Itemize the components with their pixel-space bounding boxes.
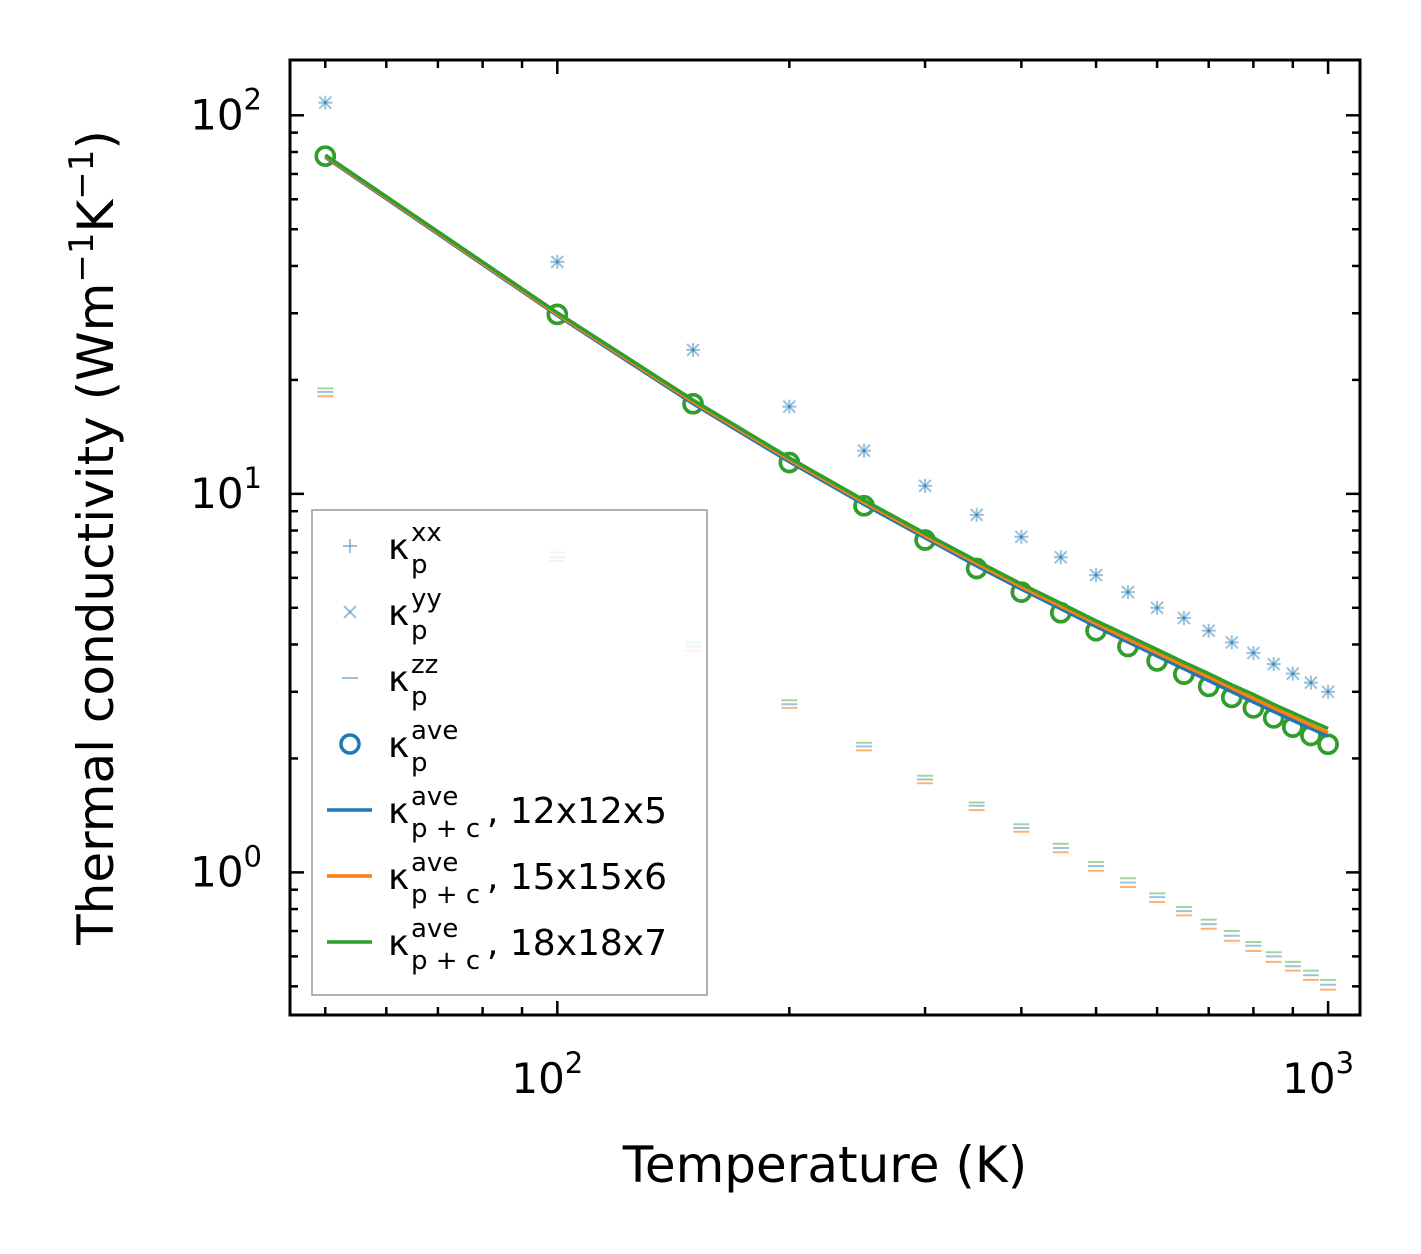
y-tick-label: 101 [190,461,262,518]
data-point [546,303,569,326]
data-point [1266,657,1281,671]
data-point [1177,611,1191,625]
data-point [857,443,872,458]
legend-label: κpyy [388,584,442,646]
legend-label: κpxx [388,518,442,580]
y-tick-label: 102 [190,82,262,139]
legend-entry: κpxx [343,518,442,580]
data-point [1225,635,1239,650]
axes [288,58,1362,1017]
legend-box [311,509,708,996]
data-point [1246,646,1261,660]
data-point [1286,666,1300,681]
legend-marker [343,605,357,619]
series-kappa_pc_ave_12x12x5 [324,155,1329,738]
data-point [1317,733,1339,756]
legend-marker [343,539,357,553]
data-point [1176,610,1191,625]
data-point [969,508,984,522]
data-point [1201,623,1216,638]
data-point [918,478,933,493]
data-point [1285,666,1300,681]
data-point [318,95,332,110]
data-point [1304,676,1318,690]
axes-frame [288,58,1362,1017]
plot-area [314,95,1339,991]
data-point [314,145,337,167]
data-point [1120,585,1135,600]
data-point [1014,529,1029,544]
data-point [1089,568,1104,583]
legend-entry: κpzz [342,650,438,712]
data-point [857,444,871,458]
data-point [782,399,797,414]
x-tick-label: 102 [511,1046,583,1103]
x-axis-title: Temperature (K) [622,1136,1027,1194]
data-point [318,95,333,110]
tick-marks [290,60,1360,1015]
data-point [969,507,984,522]
data-point [1246,645,1261,660]
data-point [550,255,565,269]
legend-entry: κp + cave, 18x18x7 [327,914,667,976]
data-point [1321,685,1335,699]
legend-entry: κp + cave, 15x15x6 [327,848,667,910]
series-kappa_p_yy [318,95,1335,699]
series-kappa_p_xx [318,95,1336,699]
y-tick-label: 100 [190,839,262,896]
data-point [918,479,932,493]
data-point [1224,635,1239,650]
data-point [1014,530,1029,544]
series-kappa_pc_ave_15x15x6 [324,154,1329,735]
legend-label: κp + cave, 15x15x6 [388,848,667,910]
data-point [1321,684,1336,699]
data-point [782,399,797,414]
series-kappa_p_zz_12x12x5 [317,390,1337,986]
legend-label: κp + cave, 12x12x5 [388,782,667,844]
axis-labels: 102 103 100 101 102 Temperature (K) Thermal co… [62,82,1354,1194]
data-point [550,254,565,269]
data-point [686,343,700,357]
series-line [324,155,1329,738]
series-line [324,153,1329,731]
data-point [1201,623,1216,638]
data-point [1089,568,1103,582]
legend-label: κpave [388,716,458,778]
series-line [324,154,1329,735]
data-point [1053,550,1068,565]
legend-entry: κpyy [343,584,442,646]
legend-entry: κp + cave, 12x12x5 [327,782,667,844]
data-point [1121,585,1135,599]
data-point [1054,550,1068,564]
x-tick-label: 103 [1282,1046,1354,1103]
legend-label: κpzz [388,650,438,712]
data-point [1303,675,1318,690]
legend-marker [339,733,361,755]
data-point [1150,600,1165,615]
legend-entry: κpave [339,716,458,778]
data-point [686,342,701,357]
legend-label: κp + cave, 18x18x7 [388,914,667,976]
y-axis-title: Thermal conductivity (Wm−1K−1) [62,130,125,946]
data-point [1150,601,1164,615]
data-point [1266,657,1281,672]
series-kappa_pc_ave_18x18x7 [324,153,1329,731]
